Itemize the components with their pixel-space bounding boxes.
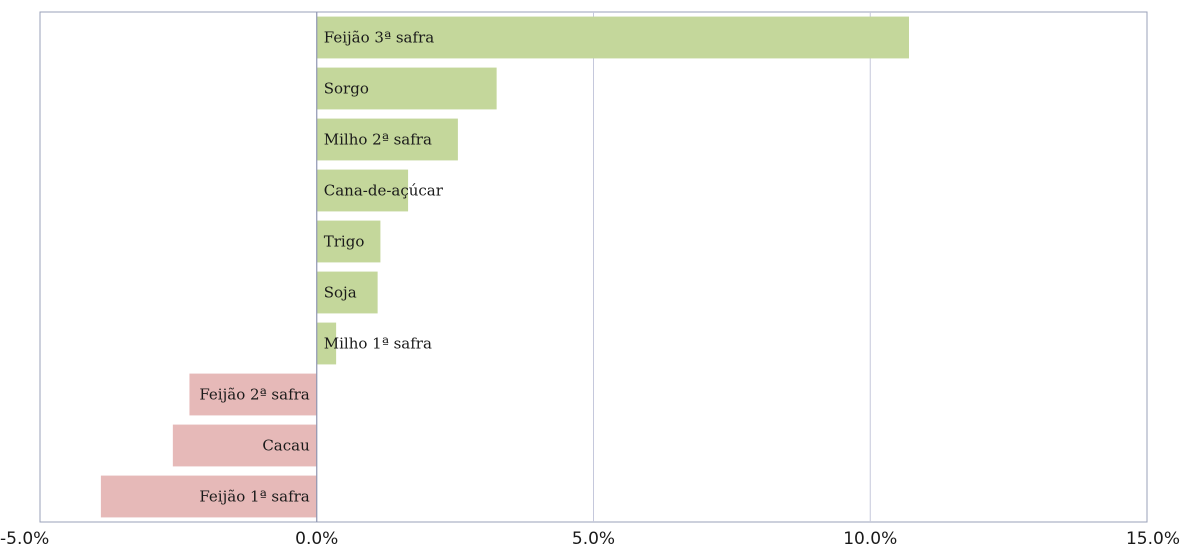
bar-label: Feijão 1ª safra xyxy=(199,488,309,506)
x-tick-label: 15.0% xyxy=(1126,529,1180,548)
bar xyxy=(316,220,381,263)
bar-label: Trigo xyxy=(324,233,365,251)
bar-label: Feijão 2ª safra xyxy=(199,386,309,404)
x-axis-tick-labels: -5.0% 0.0% 5.0% 10.0% 15.0% xyxy=(0,529,1180,548)
bar-label: Cacau xyxy=(262,437,310,455)
x-tick-label: -5.0% xyxy=(0,529,49,548)
bar xyxy=(316,322,337,365)
bar xyxy=(316,16,909,59)
bar-labels: Feijão 3ª safra Sorgo Milho 2ª safra Cana-d… xyxy=(199,29,443,506)
bars xyxy=(100,16,909,518)
bar xyxy=(316,271,378,314)
bar xyxy=(100,475,317,518)
grid-lines xyxy=(593,12,871,522)
bar-label: Sorgo xyxy=(324,80,369,98)
bar-label: Cana-de-açúcar xyxy=(324,182,444,200)
bar-label: Milho 2ª safra xyxy=(324,131,432,149)
bar-label: Milho 1ª safra xyxy=(324,335,432,353)
x-tick-label: 5.0% xyxy=(572,529,615,548)
bar-label: Soja xyxy=(324,284,357,302)
bar xyxy=(316,67,497,110)
bar-label: Feijão 3ª safra xyxy=(324,29,434,47)
bar xyxy=(172,424,317,467)
bar xyxy=(316,118,458,161)
x-tick-label: 10.0% xyxy=(843,529,897,548)
bar xyxy=(189,373,317,416)
x-tick-label: 0.0% xyxy=(295,529,338,548)
bar xyxy=(316,169,409,212)
